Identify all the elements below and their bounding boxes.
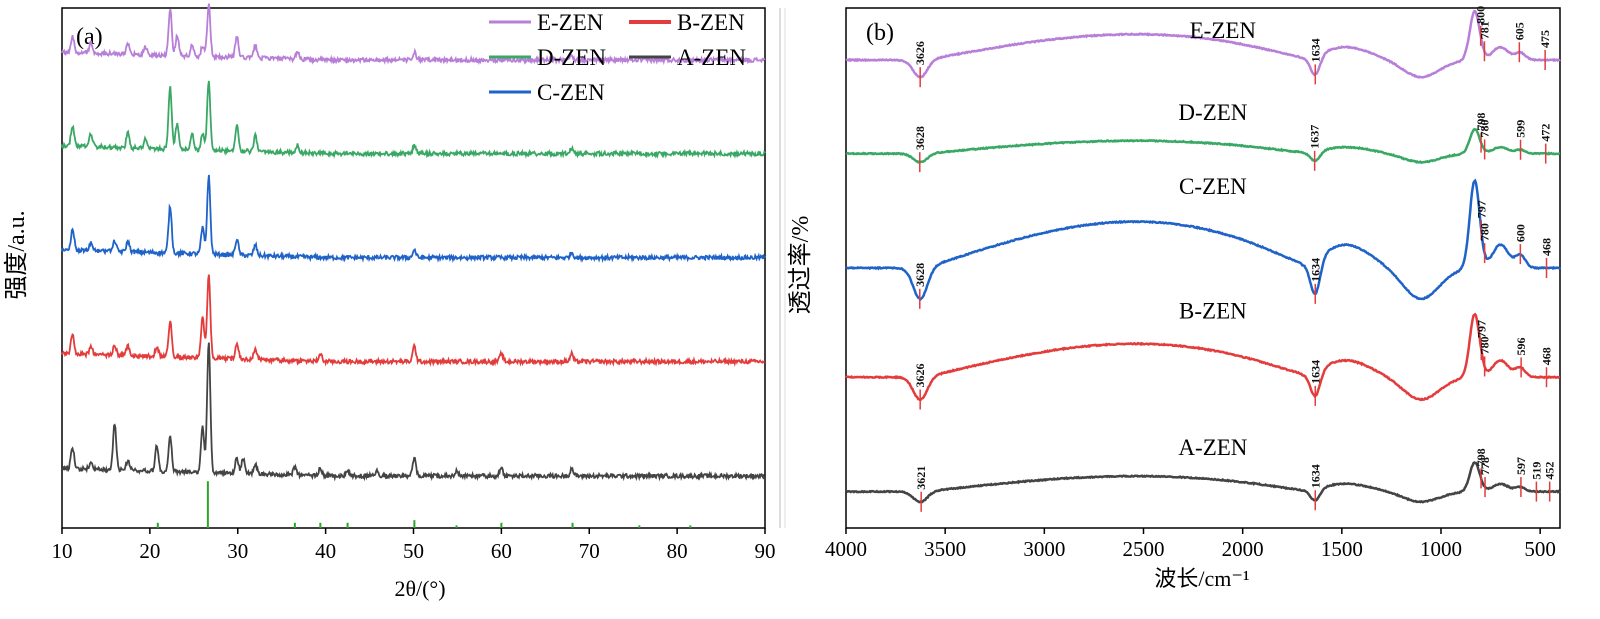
peak-label: 781 — [1477, 21, 1491, 39]
peak-label: 1634 — [1308, 464, 1322, 488]
peak-label: 596 — [1514, 337, 1528, 355]
panel-a-frame — [61, 7, 766, 529]
x-tick-label: 60 — [491, 539, 512, 563]
x-tick-label: 3000 — [1023, 537, 1065, 561]
panel-b-label: (b) — [866, 20, 894, 46]
x-tick-label: 1000 — [1420, 537, 1462, 561]
peak-label: 780 — [1478, 336, 1492, 354]
peak-label: 1634 — [1308, 38, 1322, 62]
series-line-b-zen — [845, 312, 1561, 402]
x-tick-label: 90 — [755, 539, 776, 563]
peak-label: 1634 — [1308, 360, 1322, 384]
series-line-a-zen — [61, 342, 766, 482]
series-label-e-zen: E-ZEN — [1190, 18, 1257, 43]
peak-label: 3628 — [913, 126, 927, 150]
peak-label: 780 — [1478, 119, 1492, 137]
peak-label: 599 — [1514, 120, 1528, 138]
peak-label: 797 — [1474, 320, 1488, 338]
x-tick-label: 70 — [579, 539, 600, 563]
x-tick-label: 4000 — [825, 537, 867, 561]
peak-label: 780 — [1478, 223, 1492, 241]
series-line-d-zen — [61, 80, 766, 159]
x-tick-label: 500 — [1524, 537, 1556, 561]
peak-label: 3626 — [913, 41, 927, 65]
panel-a-x-ticks: 10 20 30 40 50 60 70 80 90 — [52, 528, 776, 563]
panel-a-series — [61, 3, 766, 482]
x-tick-label: 30 — [227, 539, 248, 563]
peak-label: 778 — [1478, 457, 1492, 475]
panel-a-xlabel: 2θ/(°) — [394, 576, 445, 601]
peak-label: 798 — [1474, 113, 1488, 131]
peak-label: 600 — [1513, 224, 1527, 242]
peak-label: 452 — [1543, 462, 1557, 480]
series-line-e-zen — [61, 3, 766, 66]
panel-b-ylabel: 透过率/% — [787, 216, 814, 315]
series-label-b-zen: B-ZEN — [1179, 299, 1247, 324]
x-tick-label: 2000 — [1222, 537, 1264, 561]
peak-label: 605 — [1512, 22, 1526, 40]
x-tick-label: 2500 — [1123, 537, 1165, 561]
series-label-a-zen: A-ZEN — [1178, 435, 1247, 460]
x-tick-label: 50 — [403, 539, 424, 563]
legend-label-c-zen: C-ZEN — [537, 80, 605, 105]
panel-a-reference-sticks — [156, 481, 692, 528]
series-label-d-zen: D-ZEN — [1178, 100, 1247, 125]
x-tick-label: 40 — [315, 539, 336, 563]
peak-label: 800 — [1474, 6, 1488, 24]
panel-b-xlabel: 波长/cm⁻¹ — [1154, 566, 1249, 591]
peak-label: 519 — [1529, 462, 1543, 480]
series-line-c-zen — [845, 178, 1561, 301]
legend-label-b-zen: B-ZEN — [677, 10, 745, 35]
legend-label-a-zen: A-ZEN — [677, 45, 746, 70]
x-tick-label: 10 — [52, 539, 73, 563]
peak-label: 1634 — [1308, 258, 1322, 282]
peak-label: 3628 — [913, 263, 927, 287]
x-tick-label: 80 — [667, 539, 688, 563]
panel-a-legend: E-ZEN B-ZEN D-ZEN A-ZEN C-ZEN — [489, 10, 746, 105]
x-tick-label: 1500 — [1321, 537, 1363, 561]
x-tick-label: 20 — [139, 539, 160, 563]
series-line-a-zen — [845, 461, 1561, 504]
series-label-c-zen: C-ZEN — [1179, 174, 1247, 199]
panel-a-ylabel: 强度/a.u. — [3, 210, 30, 299]
series-line-c-zen — [61, 174, 766, 264]
x-tick-label: 3500 — [924, 537, 966, 561]
peak-label: 597 — [1514, 457, 1528, 475]
peak-label: 1637 — [1308, 125, 1322, 149]
peak-label: 468 — [1540, 238, 1554, 256]
peak-label: 3626 — [913, 364, 927, 388]
peak-label: 797 — [1474, 200, 1488, 218]
peak-label: 3621 — [914, 466, 928, 490]
panel-b-x-ticks: 4000 3500 3000 2500 2000 1500 1000 500 — [825, 528, 1556, 561]
peak-label: 472 — [1539, 124, 1553, 142]
legend-label-d-zen: D-ZEN — [537, 45, 606, 70]
peak-label: 468 — [1540, 347, 1554, 365]
series-line-d-zen — [845, 127, 1561, 164]
series-line-e-zen — [845, 9, 1561, 79]
peak-label: 798 — [1474, 448, 1488, 466]
legend-label-e-zen: E-ZEN — [537, 10, 604, 35]
series-line-b-zen — [61, 274, 766, 367]
peak-label: 475 — [1538, 30, 1552, 48]
